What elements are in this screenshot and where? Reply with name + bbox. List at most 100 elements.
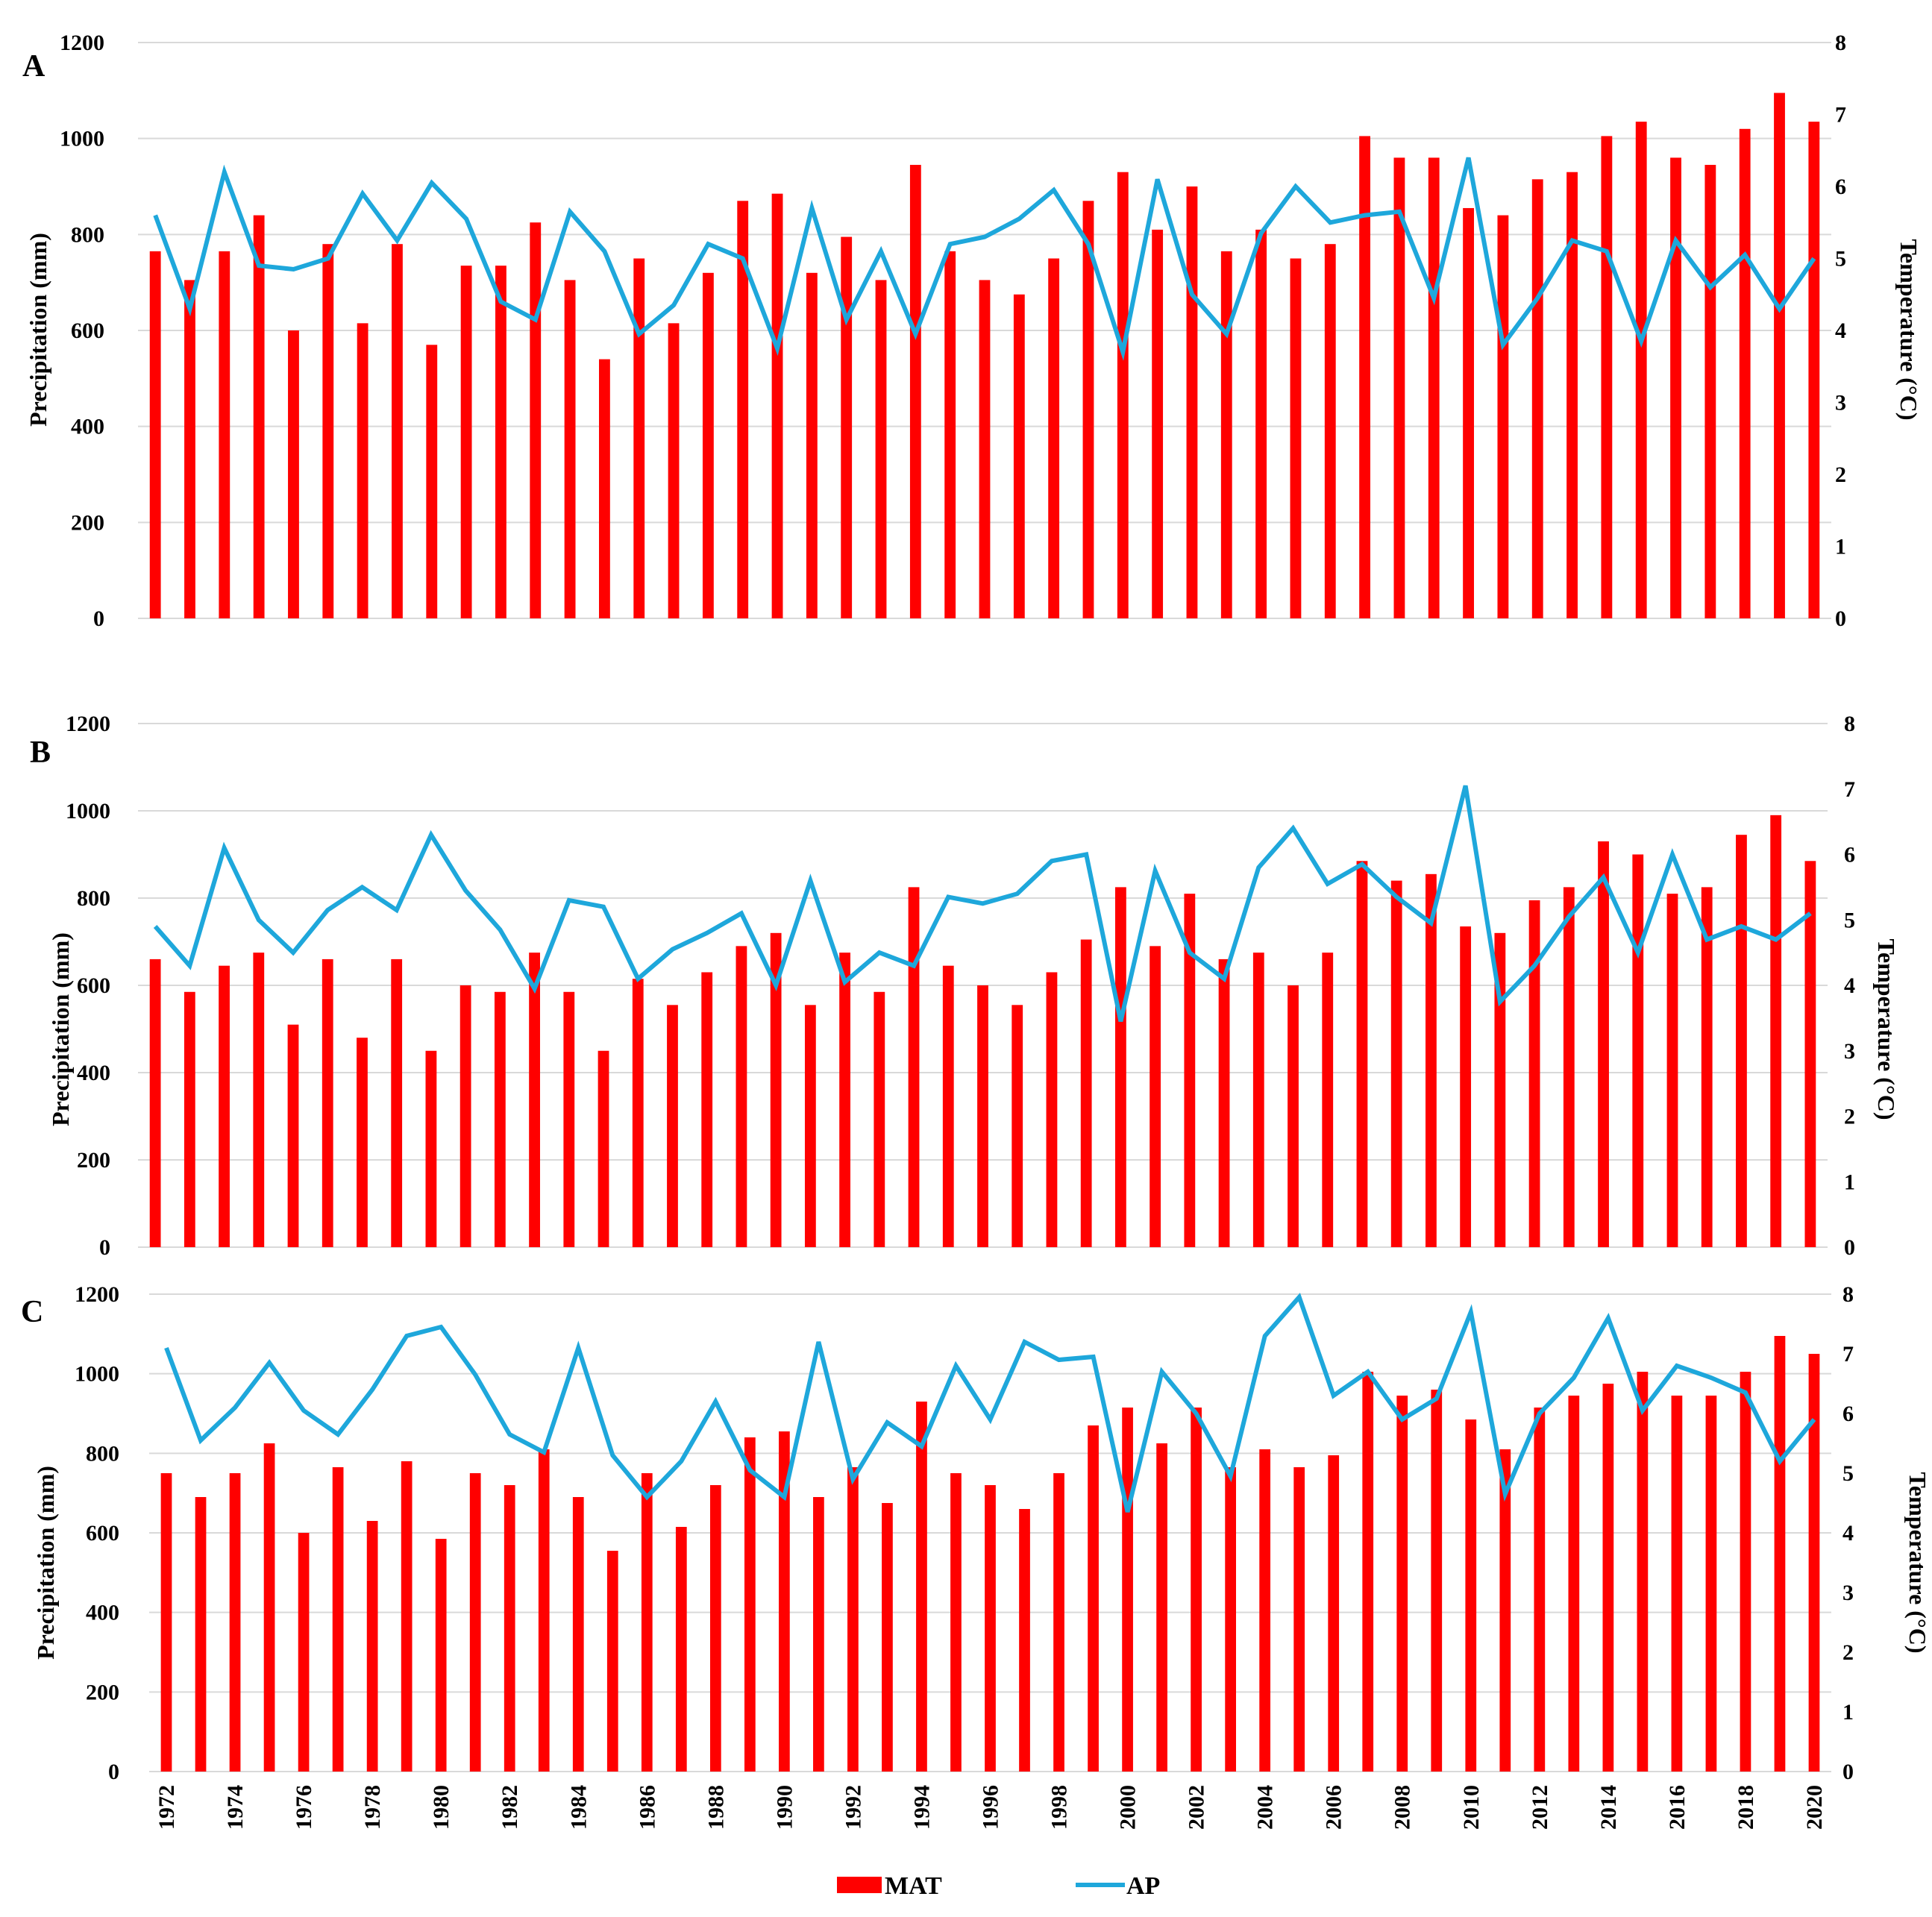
panel-c-right-tick-label: 5 xyxy=(1842,1461,1854,1486)
x-tick-label: 2008 xyxy=(1390,1785,1415,1830)
panel-c-mat-bar xyxy=(813,1497,824,1772)
panel-c-mat-bar xyxy=(606,1551,618,1772)
panel-c-right-tick-label: 4 xyxy=(1842,1521,1854,1546)
panel-b-left-tick-label: 0 xyxy=(99,1235,110,1260)
panel-b-right-tick-label: 7 xyxy=(1844,777,1855,802)
panel-c-mat-bar xyxy=(1156,1443,1167,1772)
panel-c-mat-bar xyxy=(1499,1449,1511,1772)
panel-c-mat-bar xyxy=(1293,1467,1305,1772)
panel-a-left-tick-label: 400 xyxy=(71,415,104,439)
panel-a-mat-bar xyxy=(598,359,610,618)
panel-b-mat-bar xyxy=(736,946,747,1247)
panel-b-left-tick-label: 400 xyxy=(77,1061,110,1085)
panel-b-mat-bars xyxy=(149,815,1816,1247)
panel-a-mat-bar xyxy=(1774,92,1785,619)
panel-b-ap-line xyxy=(153,785,1812,1022)
panel-a-mat-bar xyxy=(1255,229,1267,618)
panel-b: B Precipitation (mm) Temperature (°C) 0 2… xyxy=(30,712,1900,1260)
panel-b-ap-series-line xyxy=(153,785,1812,1022)
panel-c-mat-bar xyxy=(469,1473,481,1772)
panel-a-mat-bar xyxy=(909,165,921,619)
x-tick-label: 1996 xyxy=(979,1785,1003,1830)
panel-b-mat-bar xyxy=(1632,854,1644,1247)
panel-b-mat-bar xyxy=(529,953,540,1247)
legend-ap-label: AP xyxy=(1126,1872,1160,1900)
panel-a-right-tick-label: 1 xyxy=(1835,535,1846,559)
panel-b-mat-bar xyxy=(977,985,988,1247)
panel-b-mat-bar xyxy=(563,991,575,1247)
panel-a-mat-bar xyxy=(841,236,853,618)
legend-mat-swatch xyxy=(837,1877,882,1893)
panel-a-mat-bar xyxy=(1048,258,1060,618)
panel-b-mat-bar xyxy=(1356,861,1368,1247)
panel-b-mat-bar xyxy=(322,958,333,1247)
panel-a-mat-bar xyxy=(219,251,230,618)
panel-c-mat-bar xyxy=(744,1437,756,1772)
panel-c-right-tick-label: 8 xyxy=(1842,1282,1854,1307)
panel-b-mat-bar xyxy=(1563,887,1575,1247)
panel-a-right-axis-title: Temperature (°C) xyxy=(1895,239,1922,421)
panel-a-mat-bar xyxy=(288,330,299,618)
x-tick-label: 2010 xyxy=(1459,1785,1484,1830)
panel-b-right-tick-label: 5 xyxy=(1844,908,1855,932)
panel-b-mat-bar xyxy=(1736,835,1747,1247)
panel-b-mat-bar xyxy=(1666,894,1678,1247)
panel-b-mat-bar xyxy=(598,1050,609,1247)
panel-b-mat-bar xyxy=(1115,887,1126,1247)
panel-b-mat-bar xyxy=(667,1005,678,1247)
x-tick-label: 1982 xyxy=(498,1785,522,1830)
panel-a-mat-bar xyxy=(1152,229,1164,618)
panel-c-mat-bar xyxy=(950,1473,962,1772)
panel-b-mat-bar xyxy=(1322,953,1334,1247)
panel-a-mat-bar xyxy=(1497,215,1509,619)
panel-c-mat-bar xyxy=(882,1503,893,1772)
panel-a: A Precipitation (mm) Temperature (°C) 0 2… xyxy=(22,31,1922,631)
panel-c-left-tick-label: 0 xyxy=(108,1760,119,1784)
panel-a-mat-bar xyxy=(1566,172,1578,618)
panel-b-mat-bar xyxy=(1390,880,1402,1247)
panel-a-right-tick-label: 7 xyxy=(1835,103,1846,128)
panel-b-axis-ticks: 0 200 400 600 800 1000 1200 0 1 2 3 4 5 6 7 8 xyxy=(66,712,1855,1260)
panel-c-mat-bar xyxy=(847,1467,859,1772)
panel-a-left-tick-label: 600 xyxy=(71,319,104,343)
panel-c-mat-bar xyxy=(1122,1408,1133,1772)
panel-c-mat-bar xyxy=(298,1533,310,1772)
panel-a-mat-bar xyxy=(1739,128,1751,619)
panel-a-mat-bar xyxy=(184,280,195,618)
panel-c-right-tick-label: 0 xyxy=(1842,1760,1854,1784)
panel-c-axis-ticks: 0 200 400 600 800 1000 1200 0 1 2 3 4 5 6 7 8 xyxy=(75,1282,1854,1784)
panel-a-left-axis-title: Precipitation (mm) xyxy=(25,233,51,427)
panel-a-right-tick-label: 4 xyxy=(1835,319,1846,343)
panel-b-mat-bar xyxy=(219,965,230,1247)
panel-b-mat-bar xyxy=(804,1005,816,1247)
panel-c-mat-bar xyxy=(1259,1449,1271,1772)
legend: MAT AP xyxy=(837,1872,1160,1900)
panel-c-mat-bar xyxy=(1328,1455,1340,1772)
panel-c-mat-bar xyxy=(916,1402,927,1772)
panel-a-right-tick-label: 2 xyxy=(1835,462,1846,487)
panel-b-left-tick-label: 200 xyxy=(77,1148,110,1173)
panel-a-mat-bar xyxy=(806,272,818,618)
panel-b-mat-bar xyxy=(184,991,195,1247)
panel-c-mat-bar xyxy=(1705,1396,1717,1772)
panel-c-mat-bar xyxy=(1740,1372,1751,1772)
panel-b-mat-bar xyxy=(1218,958,1230,1247)
panel-c-letter: C xyxy=(21,1295,43,1329)
panel-a-left-tick-label: 800 xyxy=(71,222,104,247)
panel-c-mat-bar xyxy=(1396,1396,1408,1772)
panel-c-mat-bar xyxy=(538,1449,550,1772)
panel-a-mat-bar xyxy=(1359,136,1371,618)
panel-c-left-tick-label: 1200 xyxy=(75,1282,119,1307)
panel-b-mat-bar xyxy=(908,887,920,1247)
panel-b-mat-bar xyxy=(1701,887,1713,1247)
panel-b-mat-bar xyxy=(1804,861,1816,1247)
x-tick-label: 1974 xyxy=(223,1785,248,1830)
x-tick-label: 1992 xyxy=(841,1785,865,1830)
panel-b-right-tick-label: 1 xyxy=(1844,1170,1855,1194)
x-tick-label: 1980 xyxy=(429,1785,454,1830)
x-tick-label: 2020 xyxy=(1802,1785,1827,1830)
panel-a-mat-bar xyxy=(322,244,334,618)
panel-c-right-tick-label: 6 xyxy=(1842,1402,1854,1426)
panel-c: C Precipitation (mm) Temperature (°C) 02… xyxy=(21,1282,1931,1830)
